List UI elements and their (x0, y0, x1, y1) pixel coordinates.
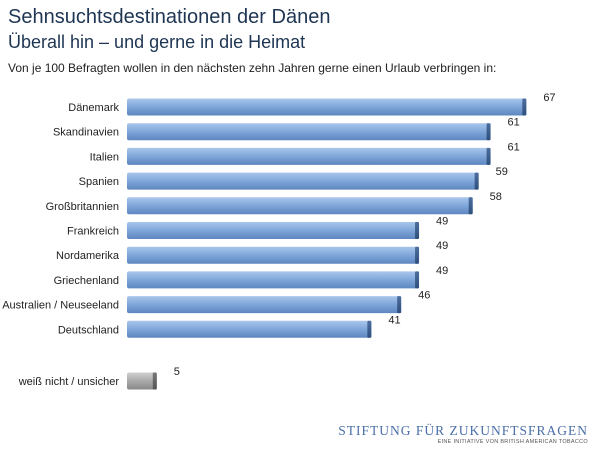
value-label-8: 46 (418, 290, 430, 302)
bar-8 (127, 296, 402, 314)
bar-end-6 (415, 246, 420, 264)
bar-end-4 (468, 197, 473, 215)
value-label-2: 61 (508, 141, 520, 153)
bar-1 (127, 123, 491, 141)
category-label-8: Australien / Neuseeland (2, 300, 119, 312)
value-label-3: 59 (496, 166, 508, 178)
chart-subtitle: Überall hin – und gerne in die Heimat (8, 32, 306, 52)
category-label-4: Großbritannien (46, 201, 119, 213)
foundation-logo: STIFTUNG FÜR ZUKUNFTSFRAGEN EINE INITIAT… (338, 423, 588, 445)
category-label-7: Griechenland (54, 275, 119, 287)
category-label-1: Skandinavien (53, 127, 119, 139)
logo-main-text: STIFTUNG FÜR ZUKUNFTSFRAGEN (338, 423, 588, 438)
category-label-0: Dänemark (68, 102, 119, 114)
category-label-5: Frankreich (67, 226, 119, 238)
bar-5 (127, 222, 420, 239)
bar-0 (127, 98, 527, 116)
bar-end-3 (474, 172, 479, 190)
value-label-0: 67 (543, 92, 555, 104)
bar-end-8 (397, 296, 402, 314)
value-label-6: 49 (436, 240, 448, 252)
chart-title: Sehnsuchtsdestinationen der Dänen (8, 6, 331, 28)
value-label-unsure: 5 (174, 366, 180, 378)
bar-6 (127, 246, 420, 264)
bar-3 (127, 172, 479, 190)
bar-unsure (127, 372, 157, 390)
category-label-3: Spanien (79, 176, 119, 188)
category-label-2: Italien (90, 151, 119, 163)
value-label-5: 49 (436, 216, 448, 228)
bar-2 (127, 147, 491, 165)
bar-end-0 (522, 98, 527, 116)
bar-4 (127, 197, 473, 215)
category-label-6: Nordamerika (56, 250, 120, 262)
bar-end-9 (367, 320, 372, 338)
bar-chart: Dänemark 67 Skandinavien 61 Italien 61 Spanien… (2, 92, 556, 390)
logo-sub-text: EINE INITIATIVE VON BRITISH AMERICAN TOB… (437, 439, 588, 445)
bar-end-7 (415, 271, 420, 289)
chart-description: Von je 100 Befragten wollen in den nächs… (8, 61, 497, 75)
bar-9 (127, 320, 372, 338)
value-label-4: 58 (490, 191, 502, 203)
bar-end-1 (486, 123, 491, 141)
category-label-9: Deutschland (58, 324, 119, 336)
value-label-1: 61 (508, 117, 520, 129)
bar-end-unsure (152, 372, 157, 390)
bar-end-2 (486, 147, 491, 165)
category-label-unsure: weiß nicht / unsicher (18, 376, 120, 388)
value-label-9: 41 (388, 314, 400, 326)
bar-7 (127, 271, 420, 289)
value-label-7: 49 (436, 265, 448, 277)
bar-end-5 (415, 222, 420, 239)
